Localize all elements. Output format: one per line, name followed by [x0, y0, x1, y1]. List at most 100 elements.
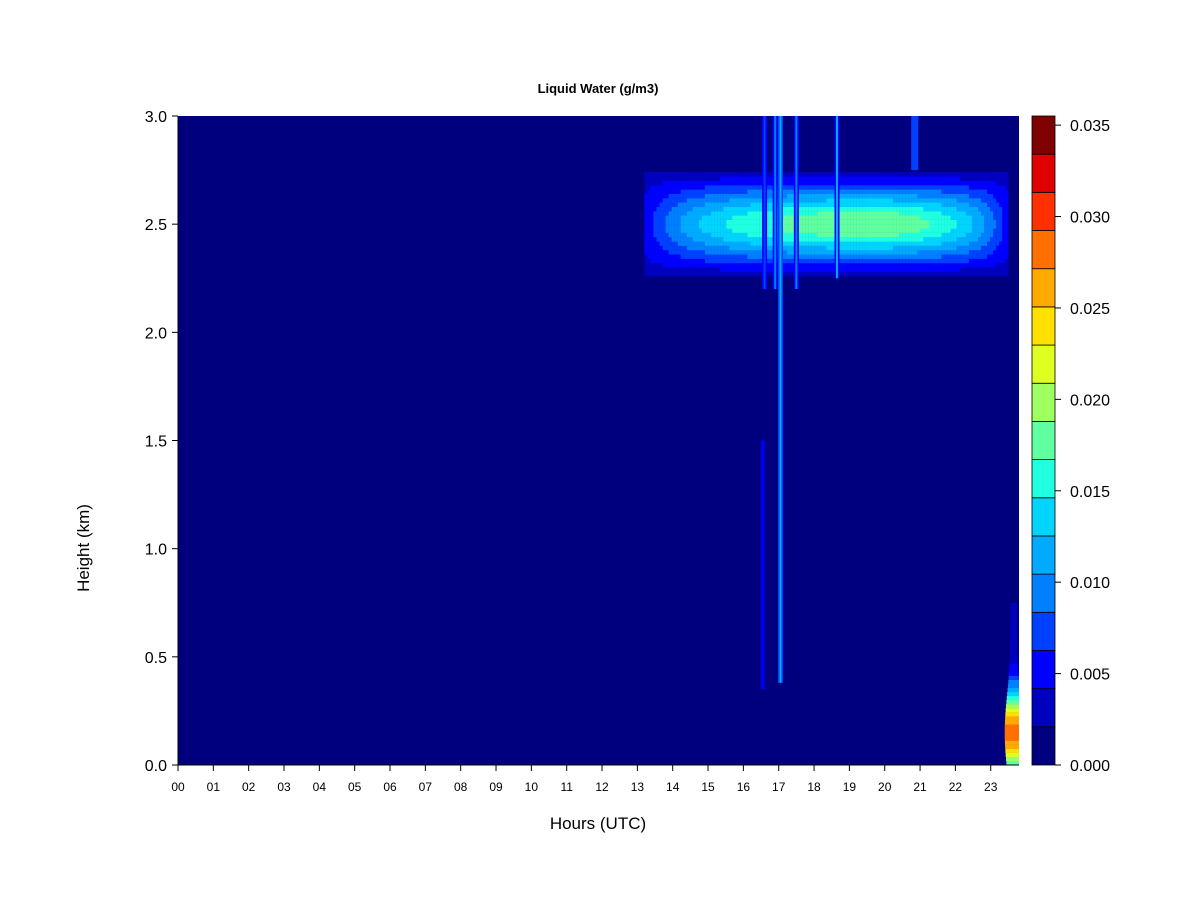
heat-cell — [829, 219, 833, 225]
heat-cell — [768, 189, 772, 194]
heat-cell — [765, 232, 769, 238]
heat-cell — [820, 228, 824, 233]
heat-cell — [880, 254, 885, 259]
heat-cell — [729, 172, 733, 177]
heat-cell — [902, 258, 906, 264]
heat-cell — [932, 172, 936, 177]
heat-cell — [744, 206, 748, 212]
heat-cell — [874, 263, 879, 268]
heat-cell — [768, 258, 772, 264]
heat-cell — [829, 176, 833, 181]
heat-cell — [911, 202, 915, 207]
heat-cell — [735, 211, 739, 216]
heat-cell — [987, 254, 991, 259]
heat-cell — [671, 271, 675, 277]
heat-cell — [783, 267, 788, 272]
heat-cell — [726, 237, 730, 242]
heat-cell — [956, 241, 960, 246]
heat-cell — [932, 176, 936, 181]
heat-cell — [944, 189, 948, 194]
heat-cell — [698, 232, 703, 238]
heat-cell — [756, 228, 760, 233]
heat-cell — [744, 198, 748, 203]
heat-cell — [662, 211, 666, 216]
heat-cell — [732, 254, 736, 259]
heat-cell — [938, 219, 942, 225]
heat-cell — [984, 202, 988, 207]
heat-cell — [765, 180, 769, 186]
heat-cell — [844, 180, 848, 186]
heat-cell — [808, 232, 812, 238]
heat-cell — [847, 224, 851, 229]
heat-cell — [965, 258, 970, 264]
heat-cell — [650, 228, 654, 233]
heat-cell — [811, 211, 815, 216]
heat-cell — [956, 224, 960, 229]
heat-cell — [993, 271, 997, 277]
heat-cell — [920, 241, 924, 246]
heat-cell — [726, 263, 730, 268]
heat-cell — [974, 202, 979, 207]
heat-cell — [926, 237, 930, 242]
heat-cell — [747, 202, 751, 207]
heat-cell — [874, 267, 879, 272]
heat-cell — [768, 172, 772, 177]
heat-cell — [808, 206, 812, 212]
heat-cell — [698, 176, 703, 181]
heat-cell — [732, 237, 736, 242]
heat-cell — [977, 232, 982, 238]
heat-cell — [996, 206, 1000, 212]
heat-cell — [974, 198, 979, 203]
heat-cell — [896, 198, 900, 203]
heat-cell — [1002, 198, 1006, 203]
heat-cell — [902, 185, 906, 190]
heat-cell — [920, 172, 924, 177]
heat-cell — [680, 241, 684, 246]
heat-cell — [984, 193, 988, 199]
x-tick-label: 18 — [807, 780, 821, 794]
heat-cell — [938, 263, 942, 268]
heat-cell — [841, 228, 845, 233]
colorbar-tick-label: 0.005 — [1070, 667, 1110, 684]
heat-cell — [759, 250, 763, 255]
heat-cell — [783, 232, 788, 238]
heat-cell — [735, 254, 739, 259]
heat-cell — [674, 198, 678, 203]
heat-cell — [999, 198, 1003, 203]
heat-cell — [720, 245, 724, 251]
heat-cell — [874, 228, 879, 233]
heat-cell — [814, 267, 818, 272]
heat-cell — [920, 228, 924, 233]
heat-cell — [959, 202, 964, 207]
heat-cell — [723, 228, 727, 233]
heat-cell — [926, 267, 930, 272]
heat-cell — [689, 185, 694, 190]
heat-cell — [814, 219, 818, 225]
heat-cell — [680, 206, 684, 212]
heat-cell — [862, 219, 866, 225]
heat-cell — [999, 172, 1003, 177]
heat-cell — [926, 202, 930, 207]
heat-cell — [856, 254, 860, 259]
heat-cell — [838, 176, 842, 181]
heat-cell — [923, 198, 927, 203]
heat-cell — [659, 193, 663, 199]
heat-cell — [859, 263, 863, 268]
heat-cell — [929, 198, 933, 203]
heat-cell — [726, 211, 730, 216]
heat-cell — [829, 258, 833, 264]
heat-cell — [805, 224, 809, 229]
colorbar-swatch — [1031, 573, 1056, 613]
heat-cell — [817, 176, 821, 181]
heat-cell — [868, 267, 873, 272]
heat-cell — [1002, 206, 1006, 212]
heat-cell — [656, 211, 660, 216]
heat-cell — [984, 263, 988, 268]
heat-cell — [920, 198, 924, 203]
heat-cell — [802, 271, 806, 277]
heat-cell — [1002, 176, 1006, 181]
heat-cell — [650, 176, 654, 181]
heat-cell — [993, 206, 997, 212]
heat-cell — [820, 245, 824, 251]
heat-cell — [990, 254, 994, 259]
